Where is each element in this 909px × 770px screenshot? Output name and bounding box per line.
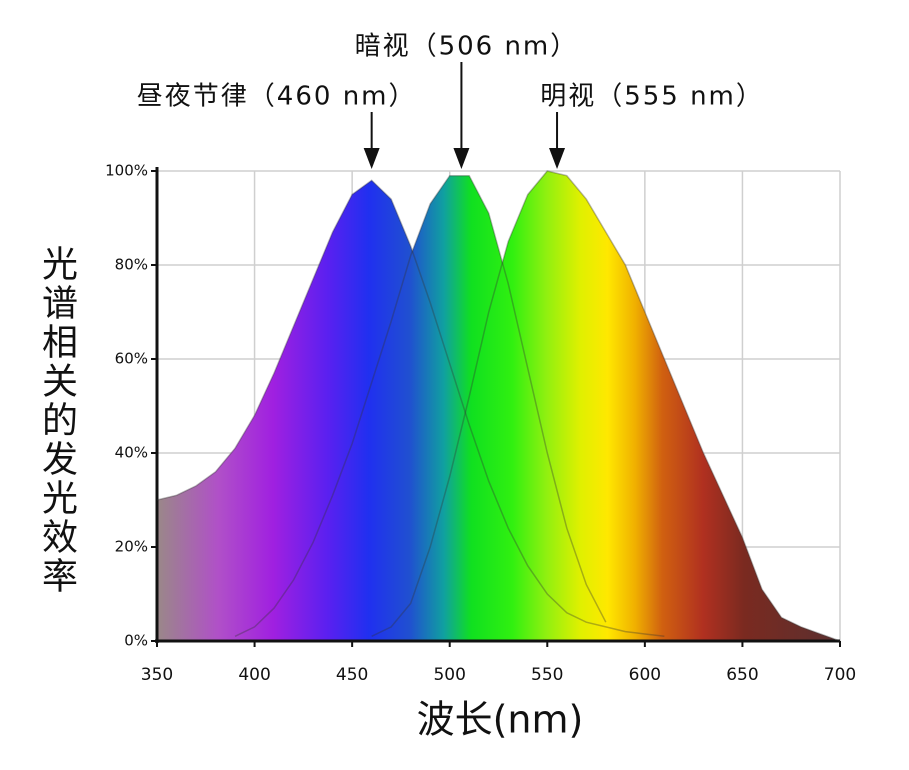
x-tick-label: 400 <box>238 665 270 685</box>
y-tick-label: 60% <box>115 350 148 368</box>
y-tick-label: 40% <box>115 444 148 462</box>
y-axis-label: 光谱相关的发光效率 <box>36 245 77 596</box>
annotation: 暗视（506 nm） <box>355 32 579 62</box>
areas <box>157 171 840 641</box>
area <box>371 171 840 641</box>
x-tick-label: 600 <box>629 665 661 685</box>
x-tick-label: 450 <box>336 665 368 685</box>
curve-line <box>234 174 607 637</box>
x-tick-label: 700 <box>824 665 856 685</box>
foreground: 0% 20% 40% 60% 80% 100% 350 400 450 500 550 600 650 7… <box>105 32 856 686</box>
x-tick-label: 650 <box>726 665 758 685</box>
curve-line <box>371 170 841 642</box>
annotation-arrowhead <box>549 148 566 169</box>
y-tick-label: 100% <box>105 162 148 180</box>
y-tick-label: 20% <box>115 538 148 556</box>
annotation: 明视（555 nm） <box>540 82 764 112</box>
x-tick-label: 550 <box>531 665 563 685</box>
annotation: 昼夜节律（460 nm） <box>137 82 417 112</box>
y-tick-label: 0% <box>124 632 148 650</box>
annotation-arrowhead <box>363 148 380 169</box>
annotation-arrowhead <box>453 148 470 169</box>
x-axis-label: 波长(nm) <box>417 698 584 742</box>
x-tick-label: 500 <box>433 665 465 685</box>
curve-line <box>156 179 665 638</box>
y-tick-label: 80% <box>115 256 148 274</box>
x-tick-label: 350 <box>141 665 173 685</box>
